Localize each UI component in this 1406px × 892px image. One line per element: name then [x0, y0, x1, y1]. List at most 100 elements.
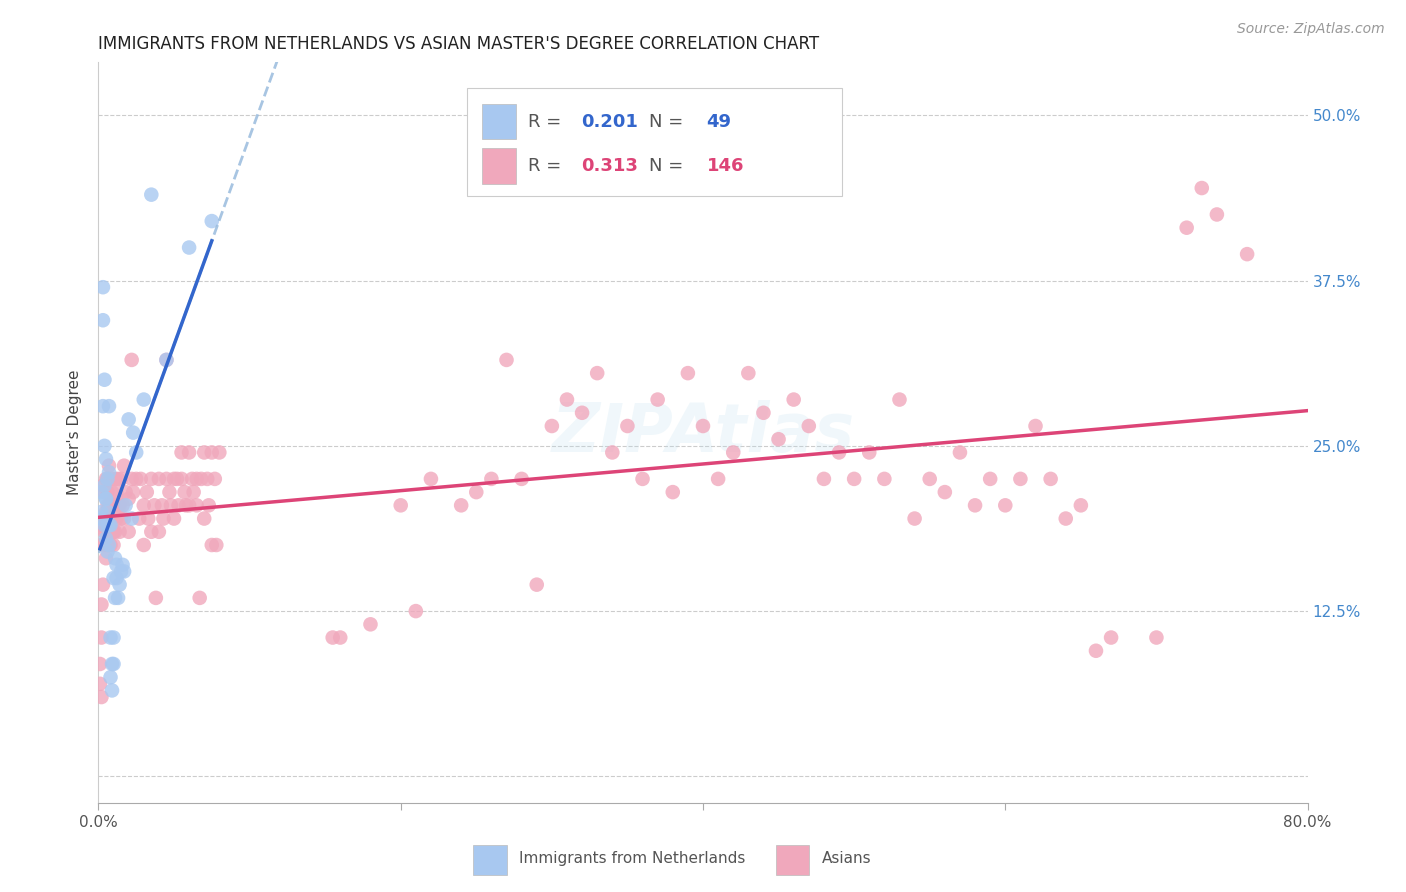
Point	[125, 472, 148, 486]
Point	[201, 214, 224, 228]
Text: R =: R =	[527, 157, 567, 175]
Point	[160, 499, 183, 513]
Text: ZIPAtlas: ZIPAtlas	[551, 400, 855, 466]
Point	[101, 485, 124, 500]
Point	[90, 485, 112, 500]
Point	[105, 511, 128, 525]
Point	[90, 690, 112, 704]
Point	[1024, 419, 1046, 434]
Point	[112, 511, 135, 525]
Point	[322, 631, 344, 645]
Point	[204, 472, 226, 486]
Point	[179, 499, 201, 513]
Point	[737, 366, 759, 380]
Point	[125, 445, 148, 459]
Point	[1236, 247, 1258, 261]
Point	[103, 499, 125, 513]
Point	[118, 491, 141, 506]
Point	[768, 432, 790, 446]
Point	[858, 445, 880, 459]
Point	[783, 392, 806, 407]
Point	[91, 399, 114, 413]
Point	[96, 505, 118, 519]
Point	[540, 419, 562, 434]
Point	[186, 472, 208, 486]
Text: 49: 49	[707, 112, 731, 130]
Point	[114, 485, 136, 500]
Point	[96, 499, 118, 513]
Y-axis label: Master's Degree: Master's Degree	[67, 370, 83, 495]
Text: R =: R =	[527, 112, 567, 130]
Point	[193, 511, 215, 525]
Point	[495, 352, 517, 367]
Point	[132, 499, 155, 513]
Point	[105, 571, 128, 585]
Point	[170, 445, 193, 459]
Point	[155, 472, 177, 486]
Point	[118, 524, 141, 539]
Point	[148, 472, 170, 486]
Point	[1175, 220, 1198, 235]
Point	[949, 445, 972, 459]
Point	[91, 518, 114, 533]
Point	[155, 352, 177, 367]
Point	[918, 472, 941, 486]
Point	[100, 511, 122, 525]
Point	[94, 491, 117, 506]
Point	[465, 485, 488, 500]
Point	[100, 631, 122, 645]
Point	[173, 485, 195, 500]
Point	[555, 392, 578, 407]
Text: Immigrants from Netherlands: Immigrants from Netherlands	[519, 851, 745, 866]
Point	[98, 465, 121, 479]
Text: 146: 146	[707, 157, 744, 175]
Point	[128, 511, 150, 525]
Point	[186, 499, 208, 513]
Point	[329, 631, 352, 645]
Point	[96, 472, 118, 486]
Point	[179, 445, 201, 459]
Point	[707, 472, 730, 486]
Point	[103, 499, 125, 513]
Point	[107, 591, 129, 605]
Point	[179, 240, 201, 255]
Point	[93, 538, 115, 552]
Point	[647, 392, 669, 407]
FancyBboxPatch shape	[482, 148, 516, 184]
Point	[98, 399, 121, 413]
Point	[692, 419, 714, 434]
Point	[1039, 472, 1062, 486]
Text: IMMIGRANTS FROM NETHERLANDS VS ASIAN MASTER'S DEGREE CORRELATION CHART: IMMIGRANTS FROM NETHERLANDS VS ASIAN MAS…	[98, 35, 820, 53]
Point	[723, 445, 745, 459]
Point	[108, 577, 131, 591]
Point	[188, 591, 211, 605]
Text: Asians: Asians	[821, 851, 872, 866]
Point	[148, 524, 170, 539]
Point	[98, 538, 121, 552]
Point	[114, 499, 136, 513]
Point	[676, 366, 699, 380]
Point	[104, 551, 127, 566]
Point	[101, 657, 124, 671]
Point	[195, 472, 218, 486]
Point	[103, 657, 125, 671]
Point	[100, 524, 122, 539]
Point	[129, 472, 152, 486]
Point	[90, 598, 112, 612]
Point	[1070, 499, 1092, 513]
Point	[174, 499, 197, 513]
Point	[813, 472, 835, 486]
Point	[631, 472, 654, 486]
Point	[122, 425, 145, 440]
Point	[91, 518, 114, 533]
Point	[105, 558, 128, 572]
Point	[208, 445, 231, 459]
Point	[979, 472, 1001, 486]
Point	[143, 499, 166, 513]
Point	[108, 524, 131, 539]
Point	[155, 352, 177, 367]
Point	[101, 683, 124, 698]
Point	[96, 544, 118, 558]
Point	[190, 472, 212, 486]
Point	[96, 511, 118, 525]
